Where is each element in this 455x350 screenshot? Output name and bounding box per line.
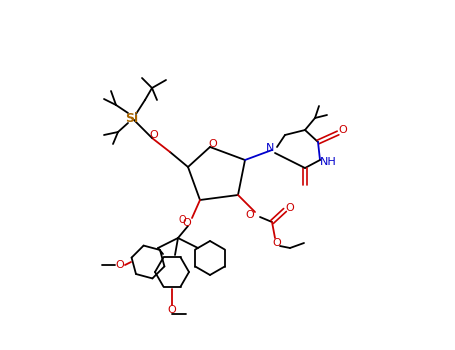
Text: O: O xyxy=(246,210,254,220)
Text: O: O xyxy=(178,215,186,225)
Text: Si: Si xyxy=(126,112,139,125)
Text: N: N xyxy=(266,143,274,153)
Text: O: O xyxy=(182,218,192,228)
Text: O: O xyxy=(286,203,294,213)
Text: O: O xyxy=(209,139,217,149)
Text: O: O xyxy=(167,305,177,315)
Text: O: O xyxy=(273,238,281,248)
Text: O: O xyxy=(150,130,158,140)
Text: O: O xyxy=(339,125,347,135)
Text: NH: NH xyxy=(319,157,336,167)
Text: O: O xyxy=(116,260,124,270)
